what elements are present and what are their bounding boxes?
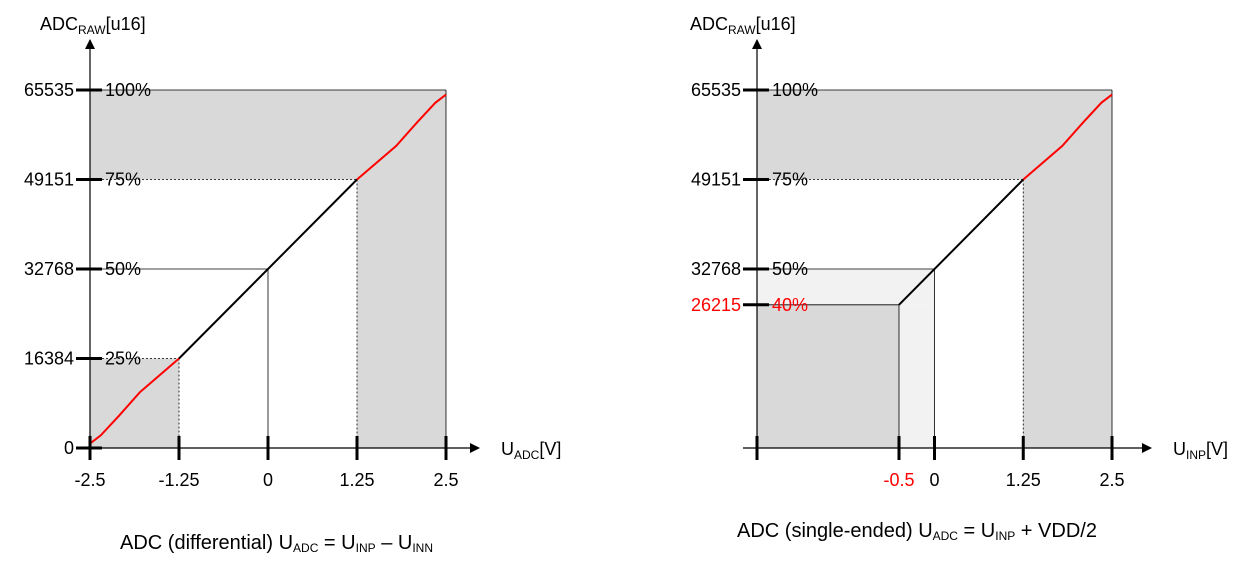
y-tick-percent: 40% bbox=[772, 295, 808, 315]
caption-mid: – U bbox=[375, 532, 413, 554]
y-axis-label: ADCRAW[u16] bbox=[40, 14, 146, 37]
x-tick-label: 2.5 bbox=[1099, 470, 1124, 490]
caption-sub: INP bbox=[355, 541, 376, 555]
y-tick-label: 26215 bbox=[691, 295, 741, 315]
x-axis-label: UINP[V] bbox=[1173, 439, 1228, 462]
y-tick-percent: 100% bbox=[105, 80, 151, 100]
y-tick-percent: 50% bbox=[772, 259, 808, 279]
caption-tail: + VDD/2 bbox=[1015, 520, 1097, 542]
clip-region-bottom-left bbox=[90, 358, 179, 448]
series-clip-high bbox=[356, 93, 447, 181]
caption-lead: ADC (differential) U bbox=[120, 532, 294, 554]
caption-sub: ADC bbox=[932, 529, 958, 543]
y-tick-percent: 75% bbox=[105, 170, 141, 190]
x-axis-label: UADC[V] bbox=[501, 439, 561, 462]
caption-single-ended: ADC (single-ended) UADC = UINP + VDD/2 bbox=[737, 520, 1097, 543]
y-tick-label: 49151 bbox=[24, 170, 74, 190]
clip-region-top bbox=[90, 90, 446, 180]
y-tick-percent: 100% bbox=[772, 80, 818, 100]
y-tick-label: 32768 bbox=[24, 259, 74, 279]
y-tick-percent: 50% bbox=[105, 259, 141, 279]
y-tick-percent: 25% bbox=[105, 348, 141, 368]
caption-mid: = U bbox=[318, 532, 356, 554]
series-linear bbox=[178, 178, 358, 360]
y-tick-percent: 75% bbox=[772, 170, 808, 190]
x-tick-label: 0 bbox=[263, 470, 273, 490]
series-clip-low bbox=[89, 357, 180, 445]
y-tick-label: 32768 bbox=[691, 259, 741, 279]
x-tick-label: 1.25 bbox=[339, 470, 374, 490]
x-tick-label: 2.5 bbox=[433, 470, 458, 490]
x-tick-label: 0 bbox=[929, 470, 939, 490]
chart-differential: ADCRAW[u16] UADC[V] 0 16384 25% 32768 50% 49151… bbox=[24, 14, 561, 490]
offset-region-column bbox=[899, 304, 935, 448]
caption-lead: ADC (single-ended) U bbox=[737, 520, 933, 542]
y-tick-label: 65535 bbox=[691, 80, 741, 100]
caption-sub: ADC bbox=[293, 541, 319, 555]
series-clip-high bbox=[1022, 93, 1113, 181]
clip-region-top bbox=[757, 90, 1112, 180]
y-tick-label: 16384 bbox=[24, 348, 74, 368]
clip-region-bottom-left bbox=[757, 304, 899, 448]
clip-region-right bbox=[1023, 179, 1112, 449]
x-tick-label: -2.5 bbox=[74, 470, 105, 490]
y-tick-label: 49151 bbox=[691, 170, 741, 190]
caption-sub: INP bbox=[995, 529, 1016, 543]
caption-mid: = U bbox=[957, 520, 996, 542]
y-tick-label: 65535 bbox=[24, 80, 74, 100]
caption-sub: INN bbox=[412, 541, 433, 555]
y-tick-label: 0 bbox=[64, 438, 74, 458]
caption-differential: ADC (differential) UADC = UINP – UINN bbox=[120, 532, 433, 555]
x-tick-label: -1.25 bbox=[158, 470, 199, 490]
clip-region-right bbox=[357, 179, 446, 449]
x-tick-label: 1.25 bbox=[1006, 470, 1041, 490]
x-tick-label: -0.5 bbox=[883, 470, 914, 490]
chart-single-ended: ADCRAW[u16] UINP[V] 26215 40% 32768 50% 49151 7… bbox=[690, 14, 1228, 490]
series-linear bbox=[898, 178, 1025, 306]
y-axis-label: ADCRAW[u16] bbox=[690, 14, 796, 37]
